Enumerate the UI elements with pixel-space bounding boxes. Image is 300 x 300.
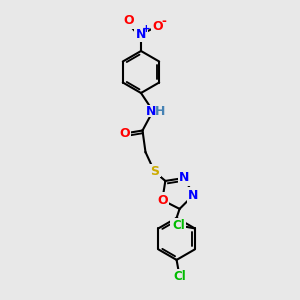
FancyBboxPatch shape — [172, 271, 188, 282]
Text: O: O — [124, 14, 134, 28]
Text: O: O — [157, 194, 168, 207]
Text: O: O — [152, 20, 163, 33]
FancyBboxPatch shape — [187, 190, 200, 200]
Text: N: N — [188, 189, 199, 202]
FancyBboxPatch shape — [134, 29, 148, 40]
FancyBboxPatch shape — [118, 128, 131, 139]
Text: N: N — [179, 171, 190, 184]
FancyBboxPatch shape — [155, 195, 169, 205]
Text: +: + — [142, 24, 151, 34]
FancyBboxPatch shape — [151, 21, 164, 31]
FancyBboxPatch shape — [122, 16, 136, 26]
Text: H: H — [154, 104, 165, 118]
FancyBboxPatch shape — [178, 172, 191, 183]
Text: Cl: Cl — [173, 270, 186, 283]
Text: -: - — [161, 15, 166, 28]
FancyBboxPatch shape — [148, 166, 161, 177]
Text: O: O — [119, 127, 130, 140]
Text: S: S — [150, 165, 159, 178]
Text: N: N — [136, 28, 146, 41]
FancyBboxPatch shape — [142, 105, 160, 117]
Text: N: N — [146, 104, 157, 118]
Text: Cl: Cl — [172, 219, 184, 232]
FancyBboxPatch shape — [170, 220, 186, 231]
